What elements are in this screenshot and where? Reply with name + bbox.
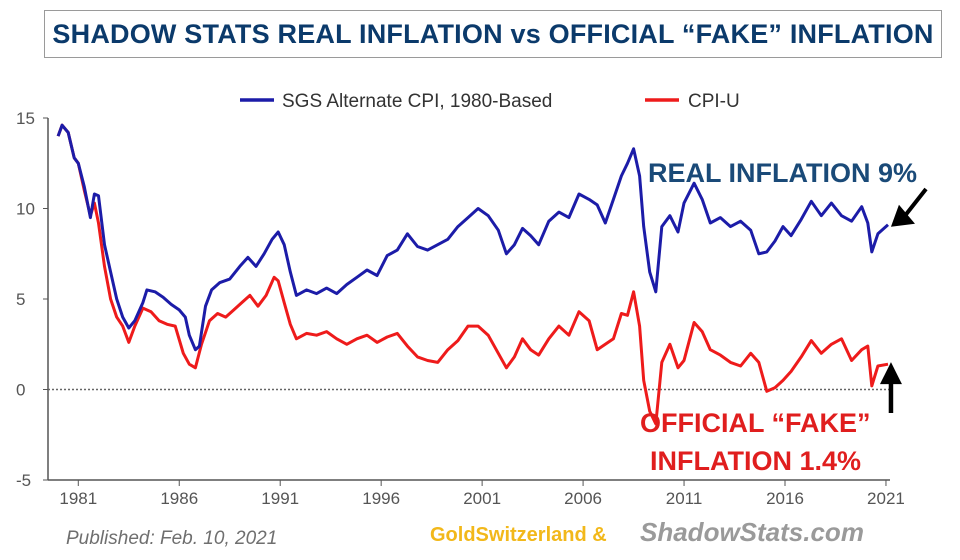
x-tick-label: 1996	[362, 489, 400, 508]
chart-legend: SGS Alternate CPI, 1980-Based CPI-U	[240, 91, 740, 112]
published-date: Published: Feb. 10, 2021	[66, 528, 277, 549]
arrow-fake-head	[879, 362, 902, 385]
chart-lines	[56, 123, 889, 426]
y-tick-label: -5	[16, 471, 31, 490]
x-tick-label: 2011	[666, 489, 703, 508]
annotation-official-fake: OFFICIAL “FAKE”	[640, 408, 871, 438]
annotation-official-value: INFLATION 1.4%	[650, 446, 861, 476]
x-tick-label: 1981	[59, 489, 97, 508]
x-tick-label: 2016	[766, 489, 804, 508]
series-line-sgs	[56, 123, 889, 352]
chart-axes: -5 0 5 10 15 1981 1986 1991 1996 2001 2006 2011 2016…	[16, 109, 905, 508]
brand-goldswitzerland: GoldSwitzerland &	[430, 524, 607, 546]
chart-annotations: REAL INFLATION 9% OFFICIAL “FAKE” INFLATIO…	[640, 158, 928, 476]
y-tick-label: 5	[16, 290, 25, 309]
x-tick-label: 1991	[261, 489, 299, 508]
arrow-real-head	[890, 204, 915, 227]
x-tick-label: 2006	[564, 489, 602, 508]
y-tick-label: 15	[16, 109, 35, 128]
chart-title-box: SHADOW STATS REAL INFLATION vs OFFICIAL …	[44, 10, 942, 58]
annotation-real-inflation: REAL INFLATION 9%	[648, 158, 917, 188]
brand-shadowstats: ShadowStats.com	[640, 517, 864, 547]
legend-label: SGS Alternate CPI, 1980-Based	[282, 91, 552, 112]
series-line-cpiu	[56, 123, 889, 426]
arrow-real-shaft	[903, 187, 928, 218]
chart-title: SHADOW STATS REAL INFLATION vs OFFICIAL …	[52, 18, 934, 49]
x-tick-label: 2021	[867, 489, 905, 508]
y-tick-label: 10	[16, 200, 35, 219]
x-tick-label: 2001	[463, 489, 501, 508]
x-tick-label: 1986	[160, 489, 198, 508]
y-tick-label: 0	[16, 381, 25, 400]
legend-label: CPI-U	[688, 91, 740, 112]
